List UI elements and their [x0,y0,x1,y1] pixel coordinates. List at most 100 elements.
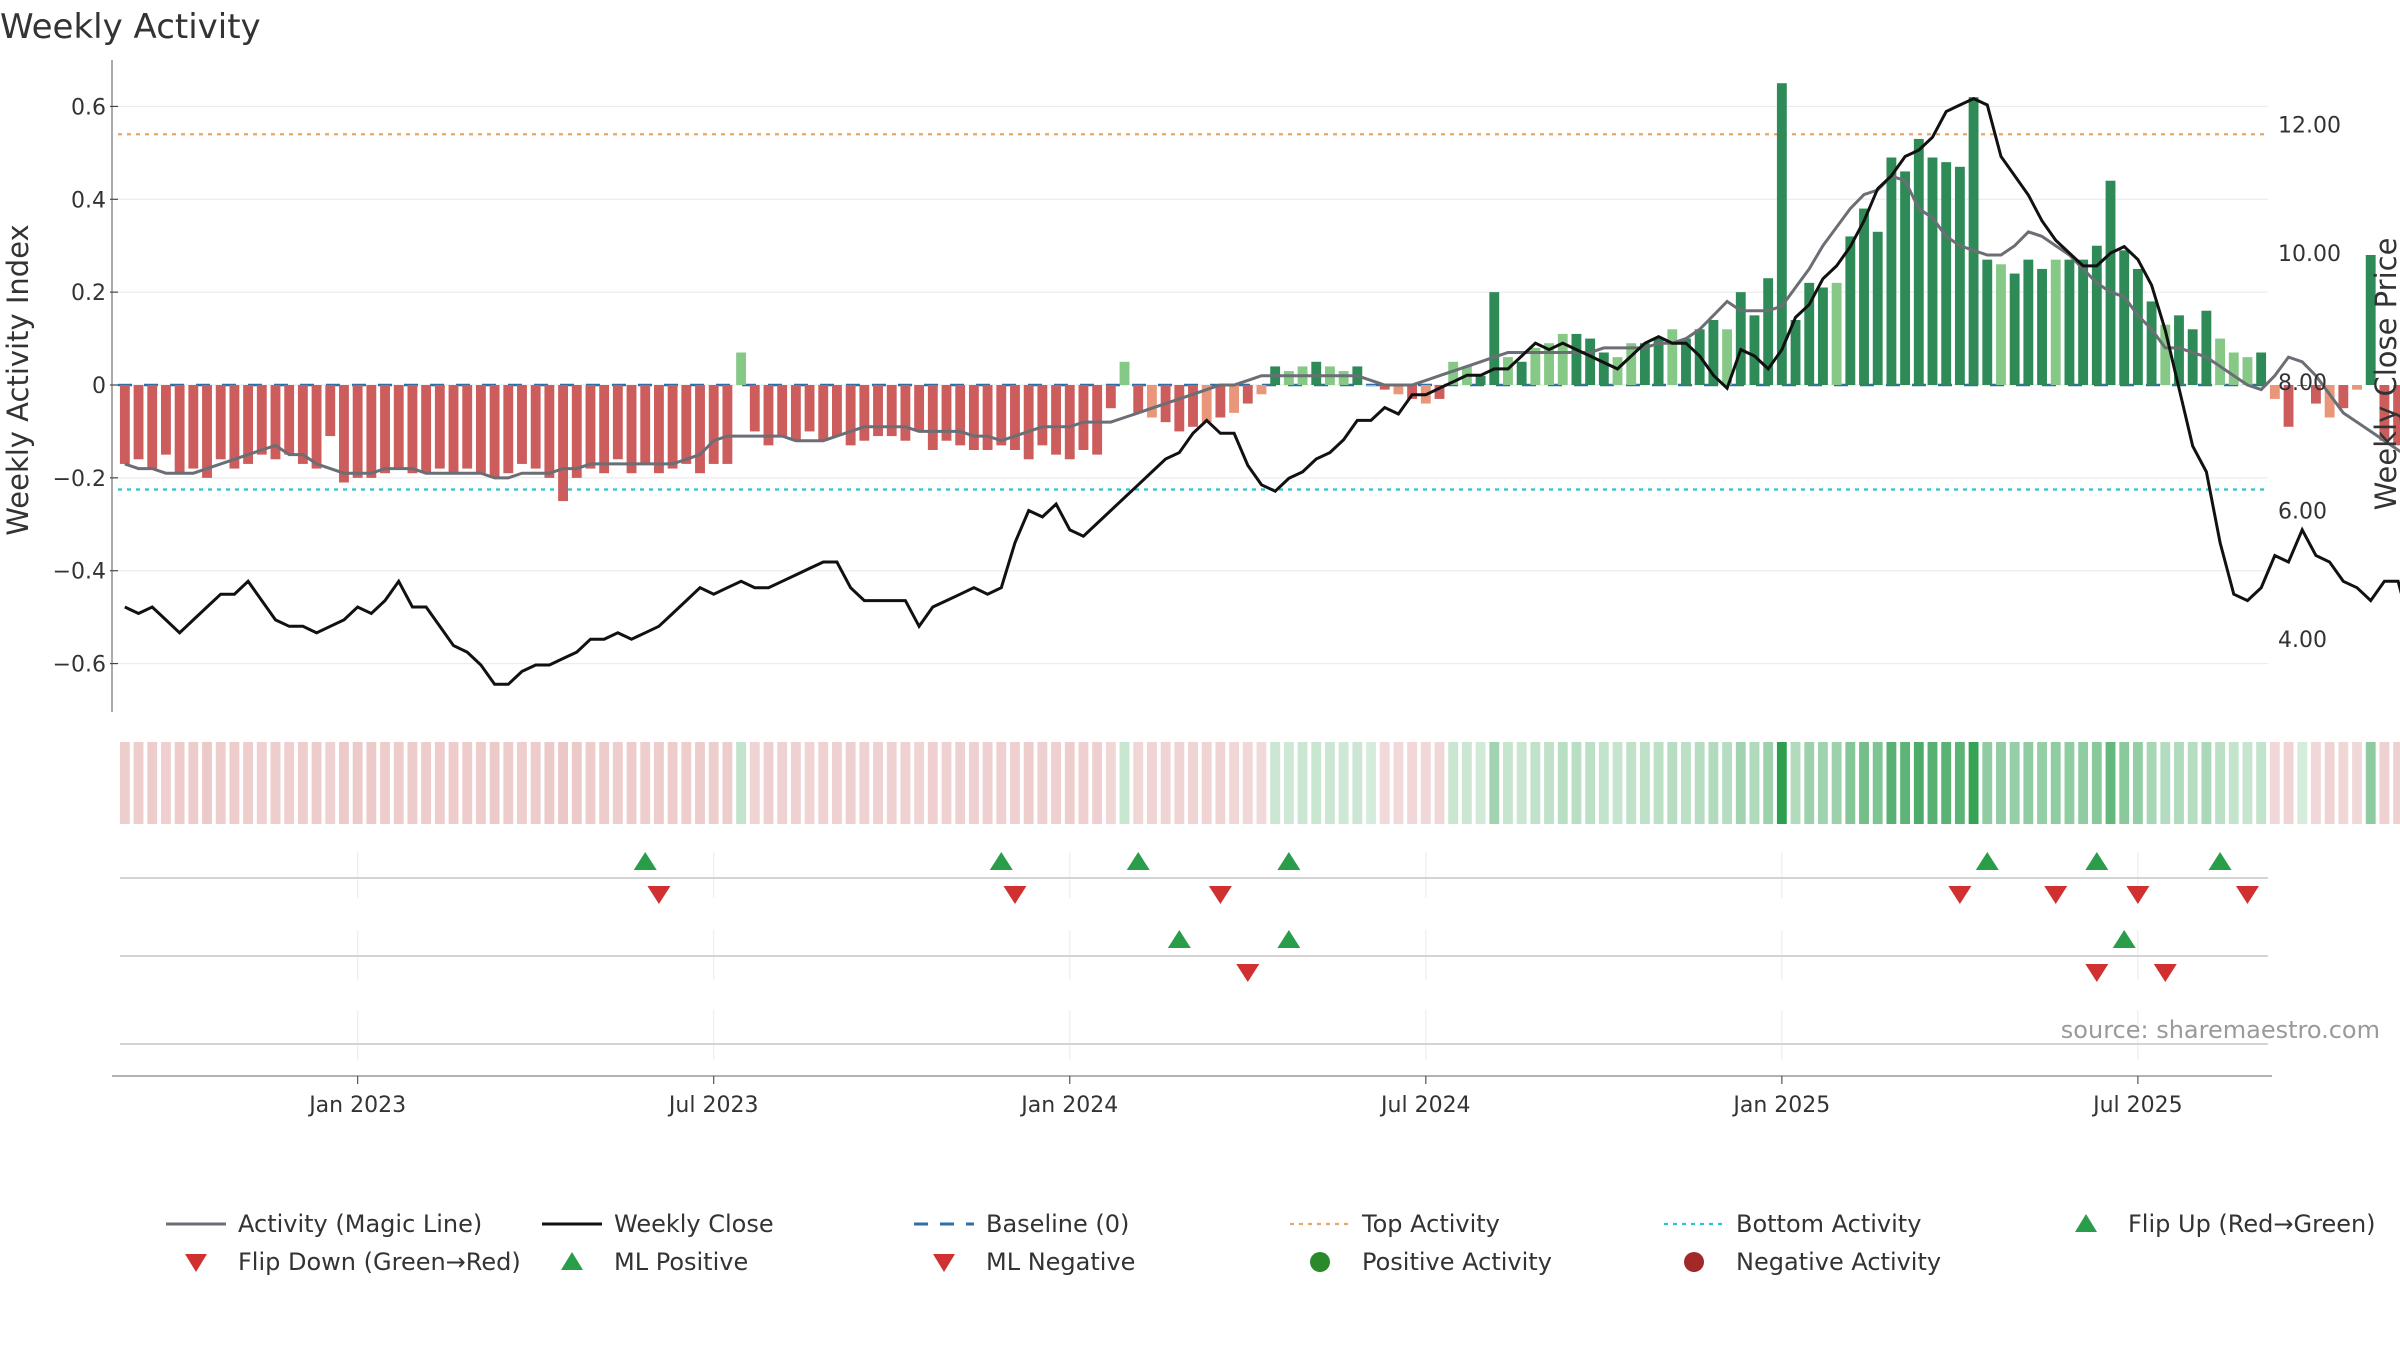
heat-cell [1434,742,1445,824]
activity-bar [1023,385,1034,460]
heat-cell [1900,742,1911,824]
activity-bar [790,385,801,441]
heat-cell [202,742,212,824]
activity-bar [2132,268,2143,385]
heat-cell [284,742,295,824]
activity-bar [1229,385,1240,413]
ml-negative-marker [1236,964,1260,982]
heat-cell [1420,742,1431,824]
heat-cell [1982,742,1993,824]
activity-bar [1283,371,1294,385]
activity-bar [1051,385,1061,455]
heat-cell [1393,742,1404,824]
heat-cell [311,742,322,824]
heat-cell [489,742,500,824]
y2-axis-label: Weekly Close Price [2369,238,2400,511]
activity-bar [2037,268,2047,385]
heat-cell [1503,742,1513,824]
activity-bar [2078,259,2089,385]
heat-cell [2201,742,2212,824]
heat-cell [1749,742,1760,824]
activity-bar [2215,338,2225,385]
heat-cell [270,742,281,824]
activity-bar [1078,385,1089,450]
activity-bar [571,385,582,478]
activity-bar [1516,361,1527,385]
activity-bar [489,385,500,478]
activity-bar [2365,255,2376,385]
activity-bar [243,385,254,464]
activity-bar [1489,292,1500,385]
heat-cell [1461,742,1472,824]
y2-tick-label: 10.00 [2278,242,2341,267]
activity-bar [2352,385,2362,390]
heat-cell [421,742,432,824]
heat-cell [1776,742,1787,824]
activity-heat-strip [119,742,2400,824]
activity-bar [1256,385,1267,395]
heat-cell [339,742,349,824]
legend-label: Flip Up (Red→Green) [2128,1210,2376,1238]
heat-cell [955,742,966,824]
legend-label: Flip Down (Green→Red) [238,1248,521,1276]
legend-item: Activity (Magic Line) [166,1210,482,1238]
activity-bar [2091,245,2102,385]
activity-bar [873,385,883,437]
activity-bar [2146,301,2157,385]
heat-cell [1996,742,2006,824]
activity-bar [2201,310,2212,385]
activity-bar [2297,385,2308,386]
activity-bar [1804,282,1815,385]
heat-cell [749,742,760,824]
activity-bar [1763,278,1774,385]
heat-cell [2352,742,2362,824]
heat-cell [968,742,979,824]
heat-cell [1064,742,1075,824]
y-tick-label: 0.2 [71,281,106,306]
heat-cell [325,742,336,824]
legend-swatch-triangle-down [933,1254,955,1272]
activity-bar [2050,259,2061,385]
chart-title: Weekly Activity [0,7,261,47]
activity-bar [1215,385,1226,418]
heat-cell [640,742,651,824]
heat-cell [1722,742,1733,824]
heat-cell [229,742,240,824]
activity-bar [2338,385,2349,409]
heat-cell [2105,742,2116,824]
activity-bar [1133,385,1144,413]
heat-cell [982,742,993,824]
heat-cell [941,742,952,824]
activity-bar [133,385,144,460]
activity-bar [2269,385,2280,399]
heat-cell [722,742,733,824]
activity-bar [517,385,527,464]
flip-down-marker [1948,886,1972,904]
activity-bar [626,385,637,474]
activity-bar [2160,324,2171,385]
heat-cell [2064,742,2075,824]
activity-bar [448,385,459,474]
heat-cell [1735,742,1746,824]
heat-cell [777,742,788,824]
heat-cell [1037,742,1048,824]
activity-bar [1571,333,1582,385]
legend-label: Top Activity [1361,1210,1500,1238]
heat-cell [1283,742,1294,824]
activity-bar [1393,385,1404,395]
heat-cell [2119,742,2130,824]
activity-bar [229,385,240,469]
activity-bar [1612,357,1623,385]
heat-cell [2338,742,2349,824]
heat-cell [886,742,897,824]
heat-cell [243,742,254,824]
activity-bar [1010,385,1020,450]
activity-bar [996,385,1007,446]
activity-bar [462,385,473,469]
heat-cell [1078,742,1089,824]
activity-bar [2064,259,2075,385]
activity-bar [653,385,664,474]
activity-bar [859,385,870,441]
heat-cell [900,742,911,824]
